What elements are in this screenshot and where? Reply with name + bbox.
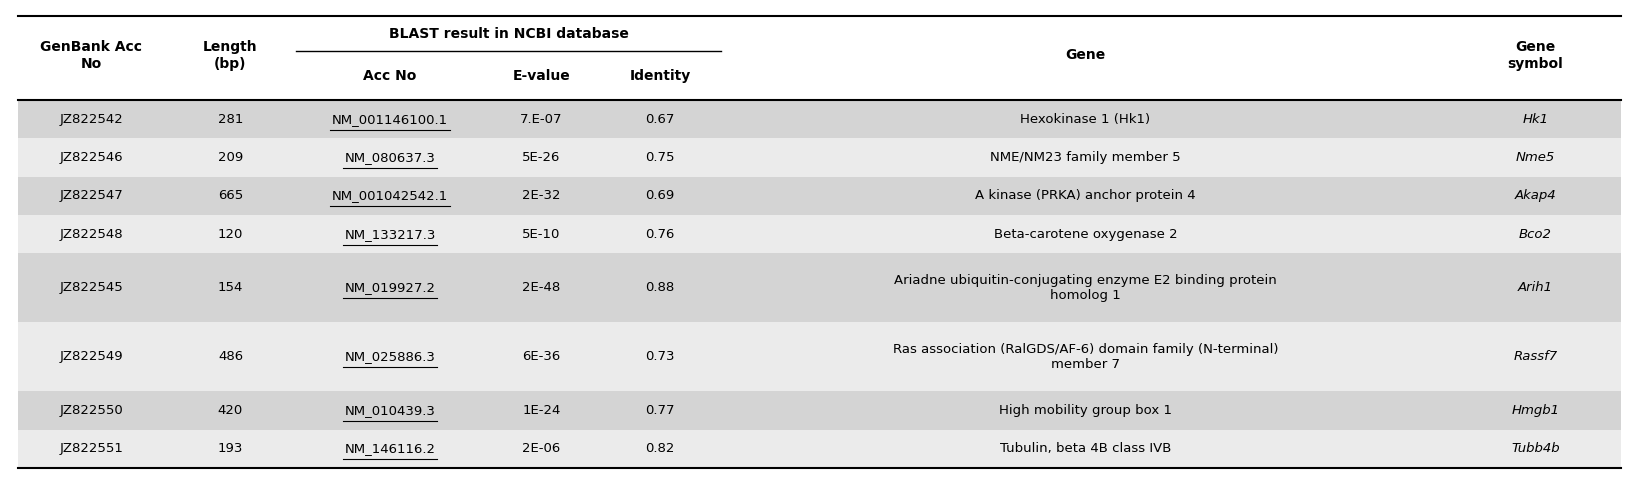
Text: 209: 209 (218, 151, 243, 164)
Text: 2E-06: 2E-06 (523, 443, 561, 456)
Text: Tubulin, beta 4B class IVB: Tubulin, beta 4B class IVB (1000, 443, 1172, 456)
Text: A kinase (PRKA) anchor protein 4: A kinase (PRKA) anchor protein 4 (975, 189, 1196, 202)
Text: 120: 120 (218, 228, 243, 241)
Text: 7.E-07: 7.E-07 (520, 113, 562, 125)
Text: JZ822549: JZ822549 (59, 351, 123, 364)
Text: 2E-48: 2E-48 (523, 281, 561, 295)
Text: Rassf7: Rassf7 (1513, 351, 1557, 364)
Text: 281: 281 (218, 113, 243, 125)
Text: 665: 665 (218, 189, 243, 202)
Text: 0.75: 0.75 (646, 151, 675, 164)
Bar (18, 322, 1621, 391)
Text: 1E-24: 1E-24 (523, 404, 561, 417)
Text: 5E-10: 5E-10 (523, 228, 561, 241)
Text: Hmgb1: Hmgb1 (1511, 404, 1559, 417)
Text: E-value: E-value (513, 69, 570, 83)
Text: High mobility group box 1: High mobility group box 1 (998, 404, 1172, 417)
Text: 0.73: 0.73 (646, 351, 675, 364)
Text: Tubb4b: Tubb4b (1511, 443, 1560, 456)
Text: 5E-26: 5E-26 (523, 151, 561, 164)
Text: 486: 486 (218, 351, 243, 364)
Text: Beta-carotene oxygenase 2: Beta-carotene oxygenase 2 (993, 228, 1177, 241)
Text: Identity: Identity (629, 69, 690, 83)
Bar (18, 177, 1621, 215)
Bar (18, 391, 1621, 430)
Text: JZ822551: JZ822551 (59, 443, 123, 456)
Text: JZ822546: JZ822546 (59, 151, 123, 164)
Bar (18, 253, 1621, 322)
Text: JZ822542: JZ822542 (59, 113, 123, 125)
Text: JZ822547: JZ822547 (59, 189, 123, 202)
Text: Gene: Gene (1065, 48, 1106, 62)
Text: 0.69: 0.69 (646, 189, 675, 202)
Text: 2E-32: 2E-32 (523, 189, 561, 202)
Text: NM_001146100.1: NM_001146100.1 (333, 113, 447, 125)
Text: 0.88: 0.88 (646, 281, 675, 295)
Text: JZ822545: JZ822545 (59, 281, 123, 295)
Text: 0.82: 0.82 (646, 443, 675, 456)
Text: BLAST result in NCBI database: BLAST result in NCBI database (388, 27, 628, 41)
Text: NM_010439.3: NM_010439.3 (344, 404, 436, 417)
Text: Arih1: Arih1 (1518, 281, 1552, 295)
Text: 154: 154 (218, 281, 243, 295)
Text: Nme5: Nme5 (1516, 151, 1555, 164)
Text: 6E-36: 6E-36 (523, 351, 561, 364)
Bar (18, 100, 1621, 138)
Text: Bco2: Bco2 (1519, 228, 1552, 241)
Text: 193: 193 (218, 443, 243, 456)
Text: Hk1: Hk1 (1523, 113, 1549, 125)
Text: NM_080637.3: NM_080637.3 (344, 151, 436, 164)
Text: 0.67: 0.67 (646, 113, 675, 125)
Text: 0.76: 0.76 (646, 228, 675, 241)
Text: GenBank Acc
No: GenBank Acc No (41, 40, 143, 70)
Bar (18, 430, 1621, 468)
Text: 0.77: 0.77 (646, 404, 675, 417)
Text: Acc No: Acc No (364, 69, 416, 83)
Text: NME/NM23 family member 5: NME/NM23 family member 5 (990, 151, 1180, 164)
Text: NM_019927.2: NM_019927.2 (344, 281, 436, 295)
Text: NM_133217.3: NM_133217.3 (344, 228, 436, 241)
Text: NM_001042542.1: NM_001042542.1 (331, 189, 447, 202)
Text: Ras association (RalGDS/AF-6) domain family (N-terminal)
member 7: Ras association (RalGDS/AF-6) domain fam… (893, 343, 1278, 371)
Text: Length
(bp): Length (bp) (203, 40, 257, 70)
Text: Hexokinase 1 (Hk1): Hexokinase 1 (Hk1) (1021, 113, 1151, 125)
Text: NM_025886.3: NM_025886.3 (344, 351, 436, 364)
Text: JZ822550: JZ822550 (59, 404, 123, 417)
Bar (18, 138, 1621, 177)
Bar (18, 215, 1621, 253)
Text: JZ822548: JZ822548 (59, 228, 123, 241)
Text: 420: 420 (218, 404, 243, 417)
Text: Gene
symbol: Gene symbol (1508, 40, 1564, 70)
Text: Akap4: Akap4 (1514, 189, 1555, 202)
Text: Ariadne ubiquitin-conjugating enzyme E2 binding protein
homolog 1: Ariadne ubiquitin-conjugating enzyme E2 … (893, 274, 1277, 302)
Text: NM_146116.2: NM_146116.2 (344, 443, 436, 456)
